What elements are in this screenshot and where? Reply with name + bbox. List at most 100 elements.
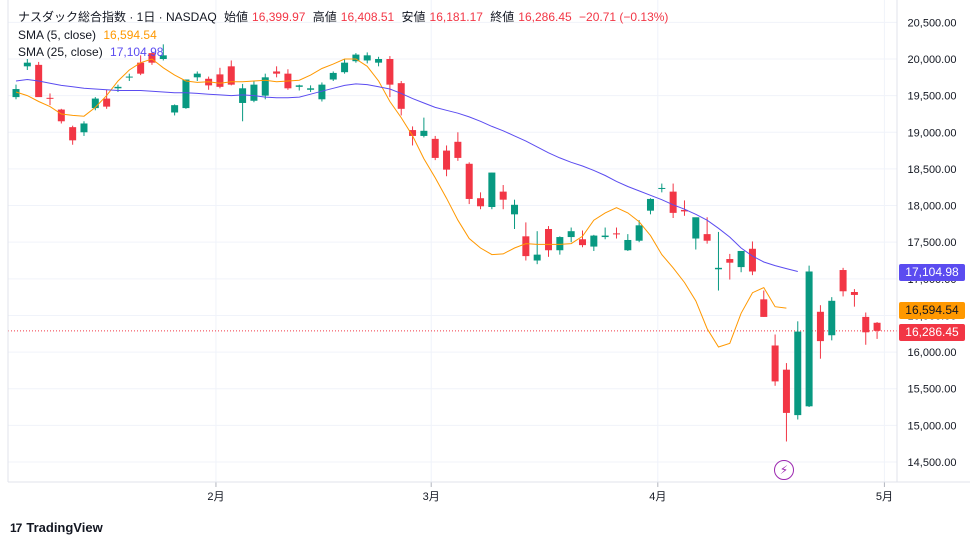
candle-body — [579, 239, 586, 246]
y-tick-label: 18,000.00 — [908, 201, 957, 213]
candle — [431, 135, 439, 161]
symbol-label[interactable]: ナスダック総合指数 · 1日 · NASDAQ — [18, 10, 217, 24]
change-value: −20.71 (−0.13%) — [579, 10, 669, 24]
candle-body — [862, 316, 870, 333]
y-tick-label: 15,000.00 — [908, 420, 957, 432]
candle-body — [816, 311, 824, 342]
candle — [46, 93, 54, 106]
candle — [80, 121, 88, 136]
candle-body — [624, 239, 632, 251]
y-tick-label: 19,500.00 — [908, 91, 957, 103]
candle-body — [794, 331, 802, 416]
candle — [488, 172, 496, 210]
candle — [329, 71, 337, 81]
candle — [375, 56, 383, 67]
y-tick-label: 19,000.00 — [908, 127, 957, 139]
close-value: 16,286.45 — [518, 10, 572, 24]
candle-body — [646, 198, 654, 211]
candle — [511, 199, 519, 229]
sma-line — [15, 78, 798, 272]
y-tick-label: 14,500.00 — [908, 457, 957, 469]
candle — [261, 73, 269, 100]
candle-body — [771, 345, 779, 382]
candle — [363, 52, 371, 64]
candle-body — [760, 299, 768, 317]
y-tick-label: 20,000.00 — [908, 54, 957, 66]
candle — [443, 145, 451, 177]
brand-name: TradingView — [26, 520, 103, 535]
candle — [873, 322, 881, 339]
sma5-price-tag: 16,594.54 — [899, 302, 965, 319]
candle — [794, 321, 802, 420]
candle-body — [114, 86, 122, 89]
candle — [567, 227, 575, 243]
candle — [205, 76, 213, 90]
low-value: 16,181.17 — [429, 10, 483, 24]
candle-body — [329, 72, 337, 80]
candle — [658, 183, 666, 193]
candle — [397, 80, 405, 116]
candle — [35, 61, 43, 98]
candle-body — [409, 130, 417, 136]
candle-body — [227, 66, 235, 85]
lightning-icon[interactable]: ⚡ — [774, 460, 794, 480]
candle-body — [839, 270, 847, 292]
candle — [307, 85, 315, 92]
tradingview-brand[interactable]: 17 TradingView — [10, 520, 103, 535]
open-value: 16,399.97 — [252, 10, 306, 24]
low-label: 安値 — [401, 10, 426, 24]
candle — [239, 83, 247, 122]
candle — [125, 73, 133, 81]
candle — [748, 241, 756, 276]
candle-body — [182, 79, 190, 109]
candle — [726, 253, 734, 280]
candlestick-series — [12, 44, 881, 442]
candle — [171, 104, 179, 116]
candle-body — [250, 84, 258, 101]
candle — [692, 217, 700, 250]
candle-body — [193, 73, 201, 78]
x-tick-label: 2月 — [207, 491, 224, 503]
sma25-label: SMA (25, close) — [18, 45, 103, 59]
candle-body — [375, 59, 383, 63]
candle — [646, 198, 654, 215]
candle — [590, 234, 598, 251]
candle-body — [23, 62, 31, 67]
candle — [12, 84, 20, 100]
sma5-label: SMA (5, close) — [18, 28, 97, 42]
candle — [159, 44, 167, 61]
candle — [680, 200, 688, 216]
candle-body — [46, 97, 54, 99]
sma-line — [15, 58, 787, 348]
candle-body — [103, 98, 111, 107]
candle-body — [171, 105, 179, 113]
candle-body — [782, 369, 790, 413]
last-price-tag: 16,286.45 — [899, 324, 965, 341]
sma5-legend[interactable]: SMA (5, close) 16,594.54 — [18, 27, 161, 43]
candle-body — [443, 150, 451, 170]
y-tick-label: 18,500.00 — [908, 164, 957, 176]
candle-body — [352, 54, 360, 62]
candle-body — [307, 88, 315, 90]
candle — [771, 334, 779, 386]
candle-body — [69, 127, 77, 141]
candle — [57, 108, 65, 124]
candle — [579, 230, 586, 248]
candle — [216, 67, 224, 89]
chart-axes: 14,500.00 15,000.00 15,500.00 16,000.00 16,5… — [7, 0, 970, 503]
sma25-legend[interactable]: SMA (25, close) 17,104.98 — [18, 44, 167, 60]
candle — [828, 297, 836, 341]
candle-body — [680, 209, 688, 212]
x-tick-label: 5月 — [876, 491, 893, 503]
chart-grid — [8, 0, 897, 482]
candle — [635, 220, 643, 243]
candle-body — [386, 59, 394, 85]
candle-body — [261, 77, 269, 96]
candle — [545, 226, 553, 257]
candle-body — [556, 237, 564, 251]
candle — [714, 231, 722, 291]
candle — [805, 265, 813, 408]
candle-body — [295, 85, 303, 87]
candle-body — [499, 191, 507, 200]
